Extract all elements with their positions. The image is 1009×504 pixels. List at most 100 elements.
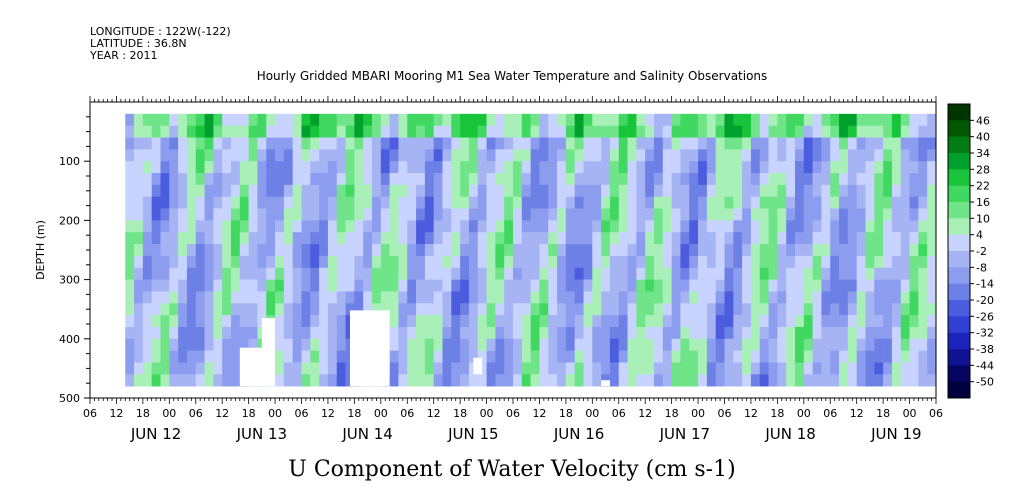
heatmap-cell (812, 315, 822, 328)
heatmap-cell (900, 326, 910, 340)
heatmap-cell (750, 161, 761, 174)
heatmap-cell (460, 291, 470, 304)
heatmap-cell (486, 255, 496, 269)
heatmap-cell (398, 161, 408, 174)
heatmap-cell (759, 244, 769, 257)
heatmap-cell (654, 173, 664, 186)
heatmap-cell (195, 184, 205, 198)
heatmap-cell (786, 303, 796, 316)
heatmap-cell (195, 315, 205, 328)
heatmap-cell (231, 255, 241, 269)
heatmap-cell (803, 196, 813, 209)
heatmap-cell (319, 362, 329, 375)
heatmap-cell (424, 137, 434, 150)
heatmap-cell (283, 338, 293, 351)
heatmap-cell (583, 244, 593, 257)
heatmap-cell (433, 161, 443, 174)
heatmap-cell (248, 315, 258, 328)
heatmap-cell (363, 303, 373, 316)
heatmap-cell (865, 350, 875, 363)
heatmap-cell (266, 267, 276, 280)
heatmap-cell (689, 326, 699, 340)
heatmap-cell (160, 291, 170, 304)
heatmap-cell (151, 137, 161, 150)
heatmap-cell (327, 374, 338, 387)
heatmap-cell (565, 196, 575, 209)
heatmap-cell (777, 232, 787, 245)
heatmap-cell (231, 220, 241, 233)
heatmap-cell (495, 315, 505, 328)
heatmap-cell (336, 208, 346, 221)
heatmap-cell (645, 350, 655, 363)
heatmap-cell (389, 267, 399, 280)
heatmap-cell (433, 279, 443, 292)
heatmap-cell (927, 350, 937, 363)
colorbar-swatch (948, 218, 970, 235)
heatmap-cell (178, 161, 188, 174)
heatmap-cell (671, 291, 681, 304)
heatmap-cell (618, 303, 628, 316)
heatmap-cell (460, 161, 470, 174)
heatmap-cell (222, 255, 232, 269)
heatmap-cell (539, 161, 549, 174)
heatmap-cell (239, 291, 249, 304)
heatmap-cell (847, 374, 857, 387)
heatmap-cell (609, 303, 620, 316)
heatmap-cell (874, 303, 884, 316)
heatmap-cell (609, 125, 620, 138)
heatmap-cell (142, 303, 152, 316)
heatmap-cell (160, 161, 170, 174)
heatmap-cell (178, 326, 188, 340)
heatmap-cell (125, 362, 135, 375)
heatmap-cell (195, 374, 205, 387)
heatmap-cell (830, 244, 840, 257)
heatmap-cell (777, 208, 787, 221)
heatmap-cell (134, 125, 144, 138)
heatmap-cell (777, 220, 787, 233)
heatmap-cell (310, 113, 320, 126)
heatmap-cell (275, 267, 285, 280)
heatmap-cell (680, 326, 690, 340)
heatmap-cell (671, 244, 681, 257)
heatmap-cell (733, 315, 743, 328)
heatmap-cell (530, 173, 540, 186)
heatmap-cell (142, 326, 152, 340)
x-tick-label: 06 (400, 407, 414, 420)
heatmap-cell (900, 279, 910, 292)
heatmap-cell (134, 137, 144, 150)
heatmap-cell (477, 208, 487, 221)
heatmap-cell (477, 244, 487, 257)
heatmap-cell (142, 267, 152, 280)
heatmap-cell (292, 184, 302, 198)
heatmap-cell (645, 208, 655, 221)
colorbar-label: -20 (976, 294, 994, 307)
colorbar-swatch (948, 120, 970, 137)
heatmap-cell (477, 125, 487, 138)
heatmap-cell (609, 184, 620, 198)
heatmap-cell (786, 315, 796, 328)
heatmap-cell (671, 161, 681, 174)
heatmap-cell (830, 315, 840, 328)
heatmap-cell (565, 303, 575, 316)
heatmap-cell (565, 291, 575, 304)
heatmap-cell (636, 196, 646, 209)
heatmap-cell (310, 338, 320, 351)
heatmap-cell (689, 232, 699, 245)
heatmap-cell (407, 208, 417, 221)
heatmap-cell (477, 184, 487, 198)
heatmap-cell (195, 267, 205, 280)
heatmap-cell (759, 113, 769, 126)
heatmap-cell (715, 315, 725, 328)
heatmap-cell (821, 161, 831, 174)
heatmap-cell (715, 137, 725, 150)
heatmap-cell (160, 244, 170, 257)
heatmap-cell (821, 315, 831, 328)
heatmap-cell (178, 338, 188, 351)
heatmap-cell (733, 255, 743, 269)
heatmap-cell (283, 303, 293, 316)
heatmap-cell (231, 279, 241, 292)
heatmap-cell (398, 374, 408, 387)
heatmap-cell (891, 149, 902, 162)
heatmap-cell (724, 173, 734, 186)
heatmap-cell (222, 350, 232, 363)
